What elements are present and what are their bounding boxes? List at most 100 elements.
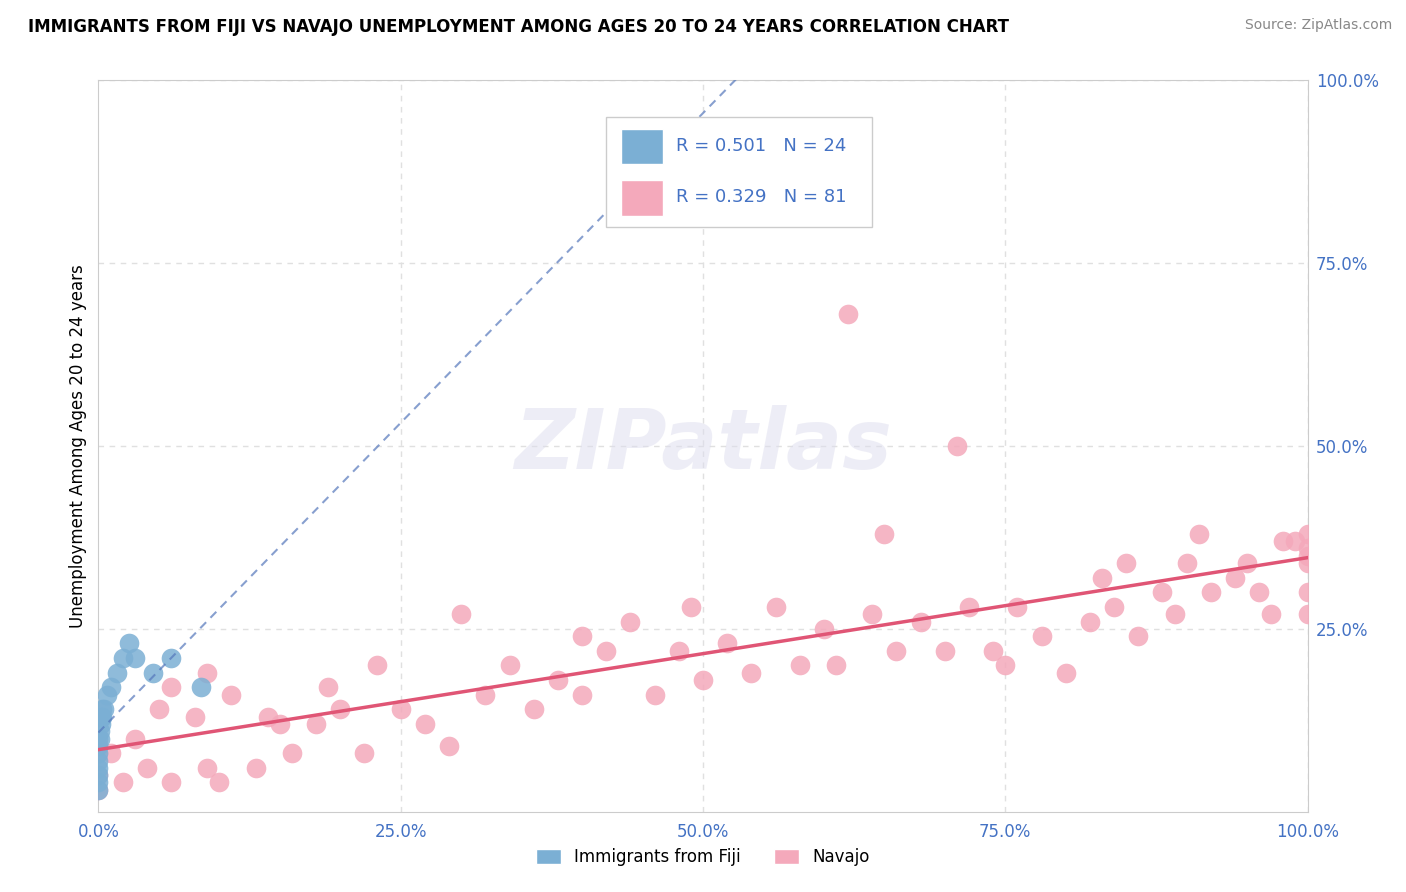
Point (111, 651, 134, 665)
Point (316, 681, 339, 695)
Point (111, 775, 134, 789)
Point (93, 702, 115, 716)
Legend: Immigrants from Fiji, Navajo: Immigrants from Fiji, Navajo (527, 840, 879, 875)
Point (160, 775, 183, 789)
Point (1296, 585, 1319, 599)
Point (1260, 607, 1282, 622)
Point (1296, 541, 1319, 556)
Point (148, 702, 170, 716)
Point (873, 526, 896, 541)
Point (910, 615, 932, 629)
Point (100, 681, 122, 695)
Point (135, 761, 157, 775)
Point (87, 761, 110, 775)
Point (523, 702, 546, 716)
Point (195, 665, 218, 680)
Point (87, 754, 110, 768)
Point (245, 761, 267, 775)
Point (366, 658, 388, 673)
Point (934, 644, 956, 658)
Point (1188, 526, 1211, 541)
Point (595, 644, 617, 658)
Point (1007, 599, 1029, 614)
Point (90, 709, 112, 723)
Point (547, 673, 569, 687)
Point (90, 717, 112, 731)
FancyBboxPatch shape (621, 129, 664, 164)
Point (1152, 585, 1174, 599)
Point (87, 782, 110, 797)
Point (716, 636, 738, 650)
Point (1236, 556, 1258, 570)
Point (124, 651, 146, 665)
Point (957, 599, 980, 614)
Point (190, 681, 212, 695)
Point (1284, 534, 1306, 549)
Point (1091, 571, 1114, 585)
Point (89, 724, 111, 739)
Text: R = 0.329   N = 81: R = 0.329 N = 81 (676, 188, 846, 206)
FancyBboxPatch shape (621, 180, 664, 216)
Point (1128, 629, 1150, 643)
Point (269, 717, 291, 731)
Point (160, 651, 183, 665)
Point (450, 607, 472, 622)
Point (208, 775, 231, 789)
Point (389, 702, 412, 716)
Point (353, 746, 375, 760)
Point (142, 665, 165, 680)
Point (105, 665, 128, 680)
Point (1199, 585, 1222, 599)
Point (619, 615, 641, 629)
Point (221, 688, 243, 702)
Point (1296, 549, 1319, 563)
Point (118, 636, 141, 650)
Point (437, 739, 460, 753)
Point (160, 681, 183, 695)
Point (837, 307, 859, 321)
Point (87, 746, 110, 760)
Point (1175, 556, 1198, 570)
Y-axis label: Unemployment Among Ages 20 to 24 years: Unemployment Among Ages 20 to 24 years (69, 264, 87, 628)
Point (281, 746, 304, 760)
Point (813, 622, 835, 636)
Point (195, 761, 218, 775)
Point (1054, 665, 1077, 680)
Point (1249, 585, 1271, 599)
Point (87, 739, 110, 753)
Point (946, 439, 969, 453)
Point (256, 709, 278, 723)
Point (1163, 607, 1185, 622)
Point (413, 717, 436, 731)
FancyBboxPatch shape (606, 117, 872, 227)
Point (305, 717, 328, 731)
Point (1115, 556, 1137, 570)
Point (886, 644, 908, 658)
Text: R = 0.501   N = 24: R = 0.501 N = 24 (676, 137, 846, 155)
Point (124, 731, 146, 746)
Point (825, 658, 848, 673)
Point (1078, 615, 1101, 629)
Point (740, 665, 762, 680)
Point (789, 658, 811, 673)
Point (91, 709, 114, 723)
Point (1102, 599, 1125, 614)
Point (87, 768, 110, 782)
Point (644, 688, 666, 702)
Point (765, 599, 787, 614)
Point (571, 688, 593, 702)
Point (571, 629, 593, 643)
Point (89, 731, 111, 746)
Point (474, 688, 496, 702)
Point (1296, 556, 1319, 570)
Point (87, 768, 110, 782)
Text: IMMIGRANTS FROM FIJI VS NAVAJO UNEMPLOYMENT AMONG AGES 20 TO 24 YEARS CORRELATIO: IMMIGRANTS FROM FIJI VS NAVAJO UNEMPLOYM… (28, 18, 1010, 36)
Point (1296, 526, 1319, 541)
Point (1272, 534, 1295, 549)
Point (1223, 571, 1246, 585)
Text: ZIPatlas: ZIPatlas (515, 406, 891, 486)
Point (692, 673, 714, 687)
Point (91, 702, 114, 716)
Point (860, 607, 883, 622)
Point (87, 731, 110, 746)
